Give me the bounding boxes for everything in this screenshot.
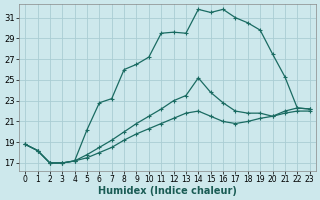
X-axis label: Humidex (Indice chaleur): Humidex (Indice chaleur) [98,186,237,196]
